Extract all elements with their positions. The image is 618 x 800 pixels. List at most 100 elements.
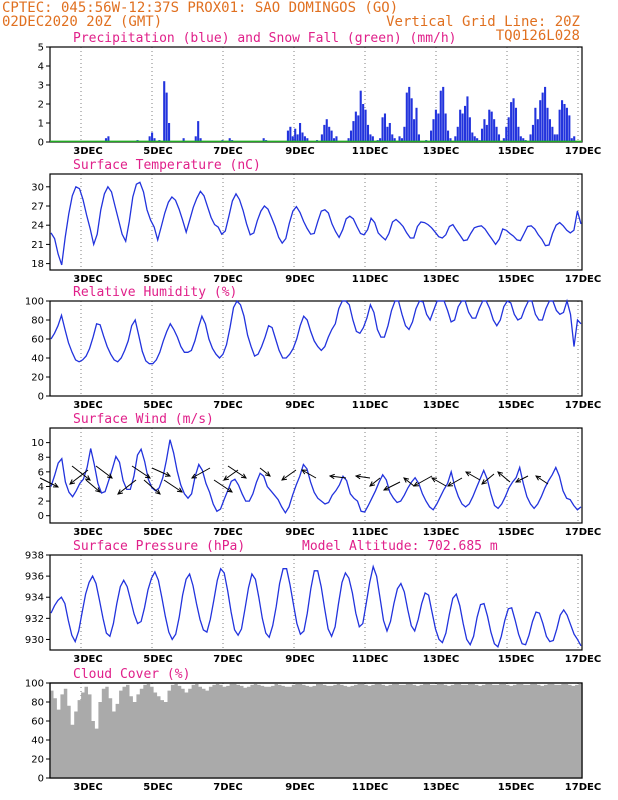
precip-bar-125 <box>357 115 360 142</box>
precip-bar-144 <box>403 126 406 142</box>
cloud-cover-xtick-7dec: 7DEC <box>213 782 242 793</box>
wind-arrowhead-2 <box>85 475 91 481</box>
precip-bar-53 <box>182 138 185 142</box>
precip-bar-45 <box>163 81 166 142</box>
precip-bar-167 <box>459 109 462 142</box>
wind-arrow-10 <box>191 467 211 479</box>
temperature-ytick-label-27: 27 <box>31 202 44 213</box>
precip-bar-183 <box>497 134 501 142</box>
wind-ytick-label-2: 2 <box>38 497 44 508</box>
cloud-cover-xtick-9dec: 9DEC <box>285 782 314 793</box>
precip-bar-98 <box>291 136 294 142</box>
temperature-series-line <box>50 181 582 266</box>
temperature-xtick-13dec: 13DEC <box>423 274 459 285</box>
precip-bar-201 <box>541 92 544 142</box>
precip-bar-176 <box>480 128 484 142</box>
wind-arrow-7 <box>143 479 161 495</box>
precip-bar-188 <box>510 102 513 142</box>
precip-bar-208 <box>558 109 561 142</box>
precip-bar-161 <box>444 113 447 142</box>
humidity-ytick-label-0: 0 <box>38 392 44 403</box>
precip-bar-204 <box>548 119 551 142</box>
precip-bar-160 <box>442 86 445 142</box>
wind-arrow-12 <box>213 479 233 493</box>
humidity-xtick-13dec: 13DEC <box>423 400 459 411</box>
precip-bar-159 <box>439 90 442 142</box>
header-grid-line: Vertical Grid Line: 20Z <box>386 14 580 30</box>
precip-bar-40 <box>151 132 154 142</box>
cloud-cover-xtick-15dec: 15DEC <box>498 782 534 793</box>
header-line1: CPTEC: 045:56W-12:37S PROX01: SAO DOMING… <box>2 0 398 16</box>
precip-bar-202 <box>544 86 547 142</box>
precip-bar-165 <box>454 136 457 142</box>
humidity-frame <box>49 300 583 397</box>
precipitation-title: Precipitation (blue) and Snow Fall (gree… <box>73 31 457 46</box>
precip-bar-162 <box>447 130 450 142</box>
wind-arrowhead-21 <box>403 477 410 483</box>
precip-bar-157 <box>434 109 437 142</box>
pressure-ytick-label-932: 932 <box>25 614 44 625</box>
wind-arrowhead-18 <box>354 474 361 480</box>
temperature-xtick-5dec: 5DEC <box>143 274 172 285</box>
cloud-cover-ytick-label-60: 60 <box>31 717 44 728</box>
pressure-title: Surface Pressure (hPa) <box>73 539 245 554</box>
pressure-xtick-7dec: 7DEC <box>213 654 242 665</box>
precip-bar-136 <box>383 113 387 142</box>
temperature-ytick-label-21: 21 <box>31 240 44 251</box>
precip-bar-60 <box>199 138 202 142</box>
precip-bar-150 <box>417 134 420 142</box>
precip-bar-21 <box>104 138 108 142</box>
wind-arrowhead-22 <box>412 481 420 487</box>
wind-arrowhead-23 <box>431 477 438 483</box>
precip-bar-172 <box>471 132 474 142</box>
cloud-cover-ytick-label-0: 0 <box>38 774 44 785</box>
precip-bar-190 <box>514 107 518 142</box>
precip-bar-171 <box>468 117 471 142</box>
precip-bar-212 <box>568 115 571 142</box>
precip-bar-187 <box>507 117 510 142</box>
precip-bar-47 <box>168 123 171 142</box>
wind-arrowhead-20 <box>382 485 390 491</box>
wind-arrowhead-7 <box>155 489 161 495</box>
cloud-cover-title: Cloud Cover (%) <box>73 667 190 682</box>
wind-arrow-19 <box>369 477 381 487</box>
wind-arrowhead-3 <box>95 487 101 493</box>
pressure-ytick-label-936: 936 <box>25 572 44 583</box>
precip-bar-155 <box>430 130 433 142</box>
wind-arrowhead-4 <box>107 473 113 479</box>
humidity-xtick-7dec: 7DEC <box>213 400 242 411</box>
pressure-frame <box>49 554 583 651</box>
wind-arrow-28 <box>515 475 529 483</box>
wind-arrowhead-6 <box>144 473 151 479</box>
precip-bar-99 <box>294 128 297 142</box>
precip-bar-129 <box>366 124 370 142</box>
pressure-annotation: Model Altitude: 702.685 m <box>302 539 498 554</box>
wind-arrowhead-11 <box>223 475 229 481</box>
humidity-ytick-label-100: 100 <box>25 297 44 308</box>
wind-arrowhead-12 <box>226 487 233 493</box>
precip-bar-142 <box>398 136 401 142</box>
cloud-cover-xtick-11dec: 11DEC <box>352 782 388 793</box>
pressure-xtick-17dec: 17DEC <box>565 654 601 665</box>
wind-arrow-0 <box>39 477 59 488</box>
wind-arrowhead-0 <box>52 482 60 488</box>
wind-arrowhead-10 <box>190 473 198 479</box>
wind-arrow-9 <box>163 479 183 493</box>
precip-bar-146 <box>408 86 411 142</box>
wind-arrowhead-5 <box>117 489 123 495</box>
precip-bar-124 <box>354 111 357 142</box>
wind-arrow-15 <box>281 469 297 481</box>
wind-arrow-2 <box>71 465 91 481</box>
wind-arrow-14 <box>259 467 271 477</box>
wind-arrowhead-14 <box>264 471 271 477</box>
precip-bar-39 <box>148 136 151 142</box>
humidity-ytick-label-20: 20 <box>31 373 44 384</box>
precip-bar-113 <box>328 126 331 142</box>
precip-bar-189 <box>512 98 515 142</box>
precip-bar-186 <box>505 126 508 142</box>
temperature-ytick-label-24: 24 <box>31 221 44 232</box>
precipitation-xtick-9dec: 9DEC <box>285 146 314 157</box>
precip-bar-139 <box>391 134 394 142</box>
cloud-cover-xtick-17dec: 17DEC <box>565 782 601 793</box>
